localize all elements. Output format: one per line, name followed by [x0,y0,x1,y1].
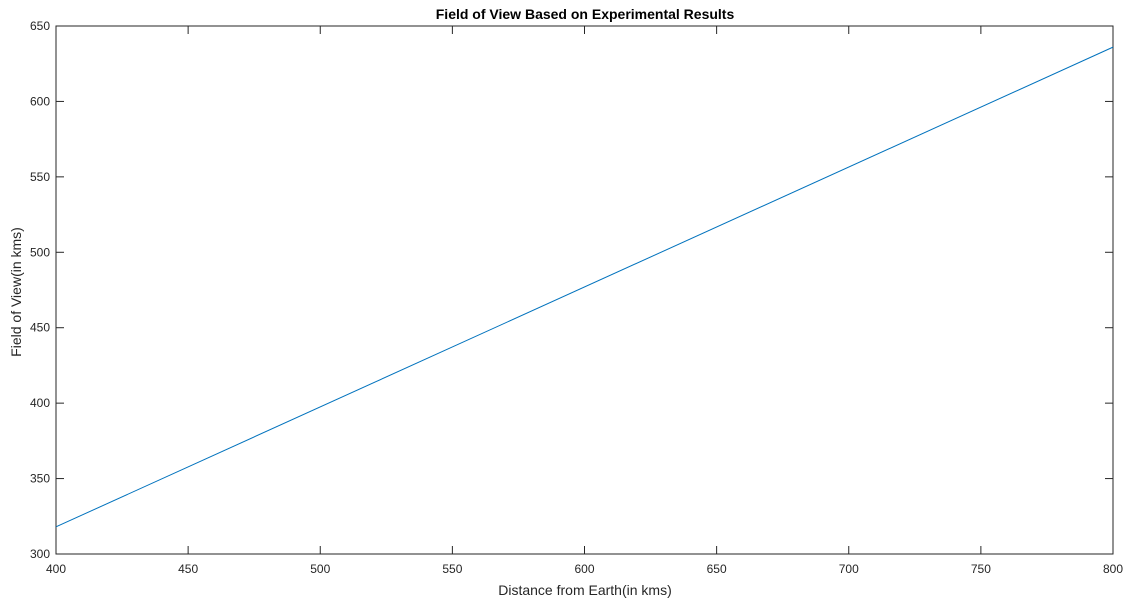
plot-area [55,25,1114,555]
y-axis: 300 350 400 450 500 550 600 650 [30,19,1113,561]
x-tick-label: 550 [442,562,462,576]
series-group [55,46,1114,528]
x-axis: 400 450 500 550 600 650 700 750 800 [46,26,1123,576]
y-tick-label: 650 [30,19,50,33]
x-tick-label: 650 [707,562,727,576]
x-axis-label: Distance from Earth(in kms) [498,582,671,598]
x-tick-label: 800 [1103,562,1123,576]
y-tick-label: 400 [30,396,50,410]
y-tick-label: 350 [30,472,50,486]
chart-title: Field of View Based on Experimental Resu… [436,6,735,22]
y-axis-label: Field of View(in kms) [8,227,24,357]
series-line [55,46,1114,528]
y-tick-label: 550 [30,170,50,184]
x-tick-label: 700 [839,562,859,576]
y-tick-label: 500 [30,245,50,259]
y-tick-label: 300 [30,547,50,561]
x-tick-label: 750 [971,562,991,576]
y-tick-label: 600 [30,94,50,108]
x-tick-label: 500 [310,562,330,576]
x-tick-label: 450 [178,562,198,576]
x-tick-label: 600 [574,562,594,576]
y-tick-label: 450 [30,321,50,335]
x-tick-label: 400 [46,562,66,576]
